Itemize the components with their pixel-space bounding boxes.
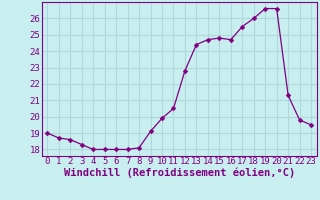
X-axis label: Windchill (Refroidissement éolien,°C): Windchill (Refroidissement éolien,°C) xyxy=(64,168,295,178)
